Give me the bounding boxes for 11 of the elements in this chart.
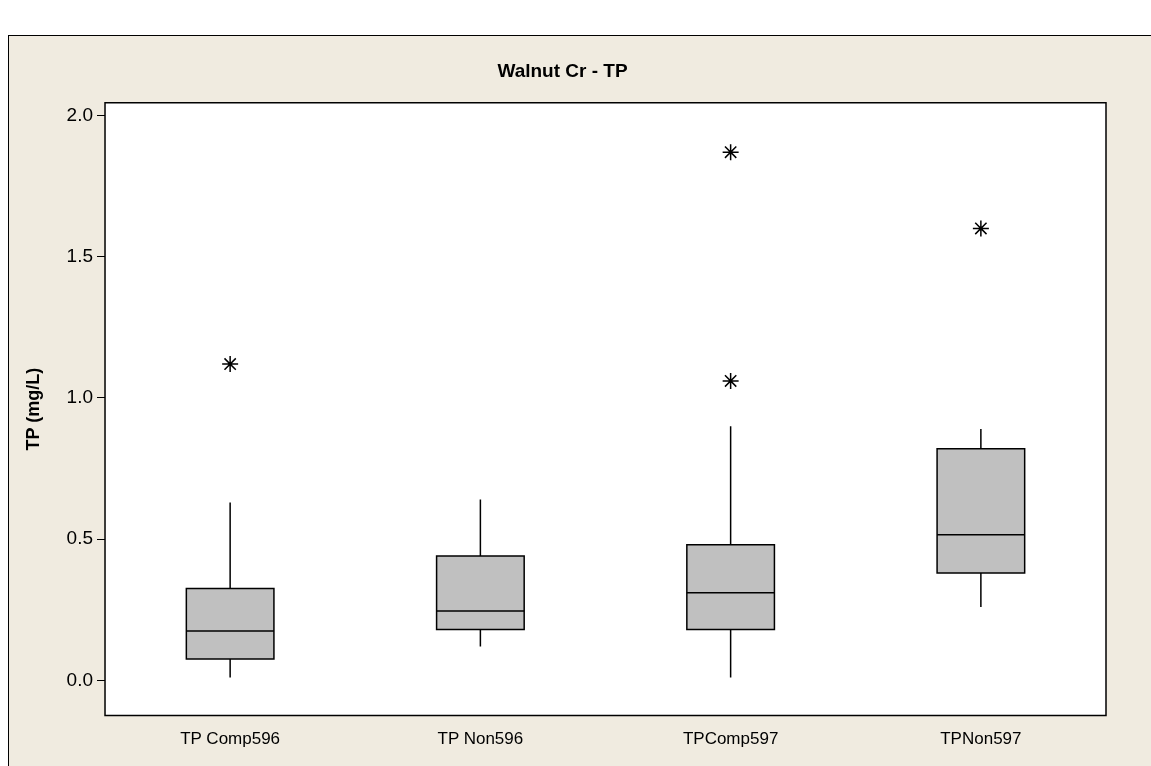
y-tick-label: 1.5 bbox=[66, 244, 94, 266]
y-tick-label: 0.5 bbox=[66, 527, 94, 549]
x-tick-label: TP Comp596 bbox=[180, 729, 281, 749]
x-tick-label: TPNon597 bbox=[940, 729, 1022, 749]
y-tick-label: 2.0 bbox=[66, 103, 94, 125]
y-tick-label: 0.0 bbox=[66, 668, 94, 690]
x-tick-label: TP Non596 bbox=[437, 729, 524, 749]
y-tick-label: 1.0 bbox=[66, 386, 94, 408]
x-tick-label: TPComp597 bbox=[682, 729, 779, 749]
chart-title: Walnut Cr - TP bbox=[497, 59, 628, 81]
y-axis-title: TP (mg/L) bbox=[22, 367, 43, 451]
